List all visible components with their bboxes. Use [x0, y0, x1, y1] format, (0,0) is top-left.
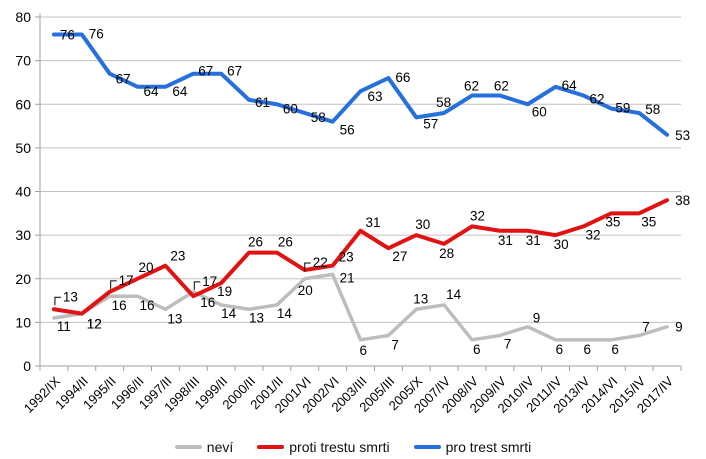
- data-label: 6: [473, 342, 481, 357]
- data-label: 12: [87, 317, 102, 332]
- data-label: 56: [340, 123, 355, 138]
- y-tick-label: 80: [15, 9, 31, 25]
- data-label: 58: [436, 95, 451, 110]
- data-label: 23: [170, 249, 185, 264]
- series-line-2: [51, 32, 670, 137]
- data-label: 6: [611, 342, 619, 357]
- data-label: 64: [172, 84, 188, 99]
- data-label: 21: [340, 270, 355, 285]
- data-label: 7: [642, 319, 650, 334]
- data-label: 58: [645, 102, 660, 117]
- legend-item-nevi: neví: [174, 439, 234, 455]
- x-tick-label: 1992/IX: [21, 373, 64, 416]
- data-label: 16: [112, 298, 127, 313]
- data-label: 22: [313, 255, 328, 270]
- data-label: 60: [532, 104, 547, 119]
- data-label: 67: [198, 64, 213, 79]
- data-label: 28: [439, 246, 454, 261]
- data-label: 67: [116, 72, 131, 87]
- y-tick-label: 10: [15, 314, 31, 330]
- data-label: 6: [360, 343, 368, 358]
- legend-label-proti: proti trestu smrti: [289, 439, 390, 455]
- data-label: 35: [605, 214, 620, 229]
- data-label: 26: [248, 235, 263, 250]
- data-label: 16: [140, 298, 155, 313]
- data-label: 19: [217, 284, 232, 299]
- label-leader-icon: [110, 280, 117, 289]
- data-label: 64: [144, 84, 160, 99]
- data-label: 13: [167, 311, 182, 326]
- label-leader-icon: [193, 281, 201, 290]
- data-label: 62: [494, 79, 509, 94]
- data-label: 67: [227, 64, 242, 79]
- data-label: 60: [283, 101, 298, 116]
- y-tick-label: 50: [15, 140, 31, 156]
- data-label: 30: [415, 217, 430, 232]
- data-label: 13: [249, 310, 264, 325]
- series-line-1: [51, 198, 670, 316]
- data-label: 13: [63, 289, 78, 304]
- data-label: 53: [675, 128, 690, 143]
- data-label: 26: [278, 235, 293, 250]
- data-label: 66: [395, 70, 410, 85]
- data-label: 76: [60, 27, 75, 42]
- legend-label-pro: pro trest smrti: [445, 439, 532, 455]
- y-tick-label: 20: [15, 271, 31, 287]
- data-label: 14: [446, 287, 462, 302]
- data-label: 23: [339, 250, 354, 265]
- data-label: 59: [615, 101, 630, 116]
- y-tick-label: 40: [15, 184, 31, 200]
- data-label: 9: [533, 311, 541, 326]
- series-line-0: [52, 272, 669, 342]
- y-tick-label: 0: [23, 358, 31, 374]
- data-label: 20: [298, 283, 313, 298]
- data-label: 62: [589, 92, 604, 107]
- data-label: 64: [562, 78, 578, 93]
- label-leader-icon: [54, 296, 61, 306]
- legend-label-nevi: neví: [206, 439, 234, 455]
- data-label: 38: [675, 193, 690, 208]
- data-label: 31: [498, 233, 513, 248]
- label-leader-icon: [304, 262, 311, 272]
- data-label: 16: [200, 295, 215, 310]
- data-label: 62: [464, 79, 479, 94]
- data-label: 58: [311, 110, 326, 125]
- data-label: 20: [139, 260, 154, 275]
- data-label: 27: [392, 249, 407, 264]
- data-label: 35: [641, 214, 656, 229]
- y-tick-label: 30: [15, 227, 31, 243]
- data-label: 9: [675, 320, 683, 335]
- data-label: 32: [470, 208, 485, 223]
- legend-item-pro-trest-smrti: pro trest smrti: [413, 439, 532, 455]
- data-label: 31: [526, 233, 541, 248]
- data-label: 17: [202, 274, 217, 289]
- y-tick-label: 70: [15, 53, 31, 69]
- data-label: 76: [89, 26, 104, 41]
- data-label: 32: [585, 227, 600, 242]
- data-label: 17: [119, 273, 134, 288]
- data-label: 6: [556, 342, 564, 357]
- legend-line-icon-pro: [413, 445, 441, 449]
- legend-line-icon-proti: [257, 445, 285, 449]
- legend-line-icon-nevi: [174, 445, 202, 449]
- data-label: 30: [554, 237, 569, 252]
- data-label: 57: [423, 116, 438, 131]
- data-label: 14: [277, 306, 293, 321]
- y-tick-label: 60: [15, 96, 31, 112]
- legend-item-proti-trestu-smrti: proti trestu smrti: [257, 439, 390, 455]
- data-label: 13: [413, 291, 428, 306]
- data-label: 31: [366, 215, 381, 230]
- data-label: 7: [504, 336, 512, 351]
- data-label: 61: [255, 95, 270, 110]
- data-label: 12: [87, 317, 102, 332]
- chart-plot-area: 010203040506070801992/IX1994/II1995/II19…: [15, 9, 690, 416]
- data-label: 7: [391, 337, 399, 352]
- data-label: 11: [57, 319, 71, 334]
- chart-legend: neví proti trestu smrti pro trest smrti: [0, 438, 706, 456]
- data-label: 6: [583, 342, 591, 357]
- data-label: 14: [221, 306, 237, 321]
- data-label: 63: [368, 89, 383, 104]
